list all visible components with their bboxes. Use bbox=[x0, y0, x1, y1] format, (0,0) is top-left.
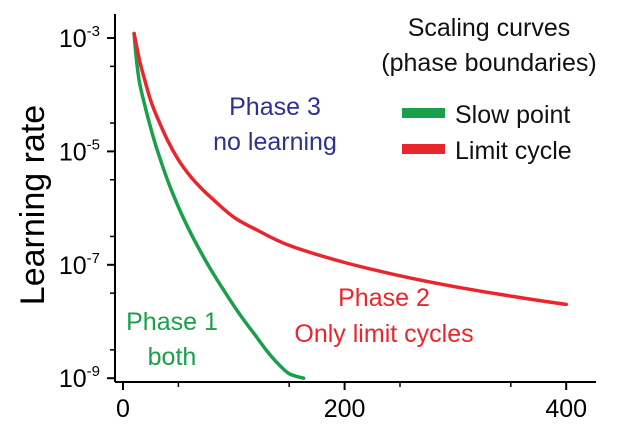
annotation-phase-3: Phase 3 no learning bbox=[213, 93, 337, 156]
legend-title-line-1: Scaling curves bbox=[408, 14, 571, 42]
y-ticks: 10-3 10-5 10-7 10-9 bbox=[59, 23, 115, 393]
x-tick-label: 0 bbox=[116, 395, 130, 423]
legend-label-slow-point: Slow point bbox=[455, 101, 570, 129]
annotation-phase-2-line-1: Phase 2 bbox=[338, 284, 430, 312]
legend-title-line-2: (phase boundaries) bbox=[381, 49, 596, 77]
legend: Scaling curves (phase boundaries) Slow p… bbox=[381, 14, 596, 165]
annotation-phase-1-line-2: both bbox=[148, 343, 197, 371]
annotation-phase-3-line-1: Phase 3 bbox=[229, 93, 321, 121]
x-tick-label: 200 bbox=[324, 395, 366, 423]
series-line-slow-point bbox=[132, 31, 306, 380]
y-tick-label: 10-9 bbox=[59, 363, 100, 393]
series-layer bbox=[132, 31, 568, 380]
annotation-phase-2-line-2: Only limit cycles bbox=[294, 320, 473, 348]
series-line-limit-cycle bbox=[132, 31, 568, 307]
annotation-phase-1: Phase 1 both bbox=[126, 308, 218, 371]
y-tick-label: 10-3 bbox=[59, 23, 100, 53]
legend-label-limit-cycle: Limit cycle bbox=[455, 137, 572, 165]
annotation-phase-2: Phase 2 Only limit cycles bbox=[294, 284, 473, 348]
y-tick-label: 10-5 bbox=[59, 136, 100, 166]
y-axis-label: Learning rate bbox=[14, 105, 52, 305]
x-tick-label: 400 bbox=[545, 395, 587, 423]
y-tick-label: 10-7 bbox=[59, 250, 100, 280]
annotation-phase-1-line-1: Phase 1 bbox=[126, 308, 218, 336]
annotation-phase-3-line-2: no learning bbox=[213, 128, 337, 156]
x-ticks: 0 200 400 bbox=[116, 382, 587, 423]
